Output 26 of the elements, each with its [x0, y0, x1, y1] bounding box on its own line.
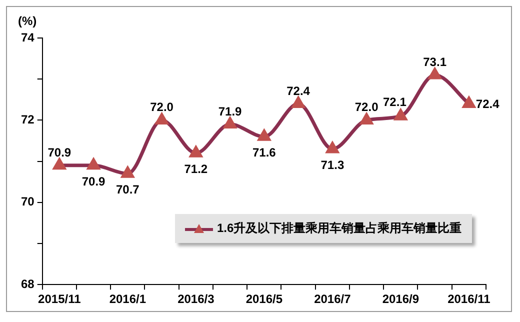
data-label: 72.0: [354, 100, 379, 114]
data-label: 73.1: [423, 54, 447, 69]
data-label: 72.1: [383, 95, 407, 110]
data-label: 71.3: [320, 158, 344, 172]
x-tick-label: 2016/11: [448, 292, 491, 306]
x-tick-label: 2016/5: [246, 292, 283, 306]
data-label: 70.7: [116, 182, 140, 197]
y-axis-title: (%): [18, 14, 37, 28]
data-label: 72.4: [476, 96, 500, 111]
x-tick-label: 2016/7: [314, 292, 352, 306]
data-label: 72.4: [286, 84, 310, 98]
y-tick-label: 72: [20, 112, 35, 127]
y-tick-label: 74: [20, 30, 35, 44]
y-tick-label: 70: [20, 194, 35, 209]
data-label: 70.9: [48, 145, 72, 160]
x-tick-label: 2016/3: [178, 292, 215, 306]
x-tick-label: 2016/1: [109, 292, 146, 306]
data-label: 70.9: [82, 174, 106, 188]
data-label: 71.2: [184, 162, 208, 176]
data-label: 71.9: [218, 104, 242, 118]
x-tick-label: 2015/11: [38, 292, 82, 306]
data-label: 72.0: [150, 100, 174, 114]
y-tick-label: 68: [20, 276, 35, 291]
legend-label: 1.6升及以下排量乘用车销量占乘用车销量比重: [217, 220, 462, 237]
data-label: 71.6: [252, 146, 276, 160]
x-tick-label: 2016/9: [382, 292, 420, 306]
